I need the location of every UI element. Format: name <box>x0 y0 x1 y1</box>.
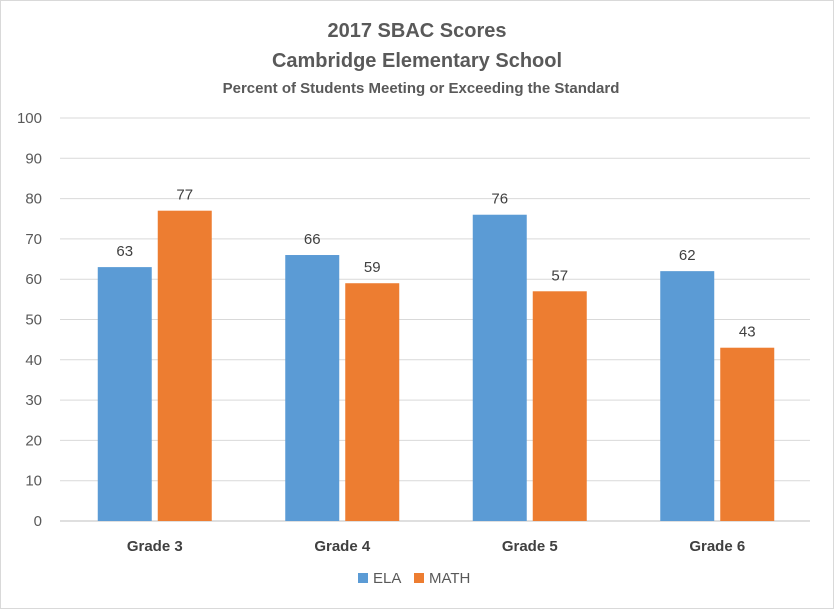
chart-subtitle: Cambridge Elementary School <box>272 50 562 72</box>
bar-math-grade-3 <box>157 210 212 521</box>
x-axis: Grade 3 Grade 4 Grade 5 Grade 6 <box>127 538 745 555</box>
data-label: 59 <box>364 259 381 276</box>
y-tick-label: 60 <box>25 271 42 288</box>
y-tick-label: 20 <box>25 432 42 449</box>
legend-label-ela: ELA <box>373 570 401 587</box>
x-tick-label: Grade 4 <box>314 538 371 555</box>
y-tick-label: 100 <box>17 110 42 127</box>
y-tick-label: 70 <box>25 231 42 248</box>
y-tick-label: 80 <box>25 191 42 208</box>
y-tick-label: 50 <box>25 312 42 329</box>
y-axis: 0 10 20 30 40 50 60 70 80 90 100 <box>17 110 42 530</box>
data-label: 76 <box>491 191 508 208</box>
bar-math-grade-4 <box>345 283 400 521</box>
data-label: 43 <box>739 324 756 341</box>
legend-swatch-ela <box>358 573 368 583</box>
chart-subtitle-2: Percent of Students Meeting or Exceeding… <box>223 80 620 97</box>
y-tick-label: 90 <box>25 150 42 167</box>
bar-ela-grade-4 <box>285 255 340 521</box>
bars: 63 77 66 59 76 57 62 43 <box>97 187 775 521</box>
x-tick-label: Grade 3 <box>127 538 183 555</box>
data-label: 63 <box>116 243 133 260</box>
bar-math-grade-6 <box>720 347 775 521</box>
legend-swatch-math <box>414 573 424 583</box>
legend: ELA MATH <box>358 570 470 587</box>
data-label: 66 <box>304 231 321 248</box>
bar-ela-grade-6 <box>660 271 715 521</box>
y-tick-label: 30 <box>25 392 42 409</box>
y-tick-label: 40 <box>25 352 42 369</box>
data-label: 62 <box>679 247 696 264</box>
x-tick-label: Grade 5 <box>502 538 558 555</box>
x-tick-label: Grade 6 <box>689 538 745 555</box>
y-tick-label: 10 <box>25 473 42 490</box>
data-label: 57 <box>551 267 568 284</box>
bar-math-grade-5 <box>532 291 587 521</box>
data-label: 77 <box>176 187 193 204</box>
legend-label-math: MATH <box>429 570 470 587</box>
y-tick-label: 0 <box>34 513 42 530</box>
bar-ela-grade-5 <box>472 214 527 521</box>
chart-title: 2017 SBAC Scores <box>328 20 507 42</box>
bar-ela-grade-3 <box>97 267 152 521</box>
